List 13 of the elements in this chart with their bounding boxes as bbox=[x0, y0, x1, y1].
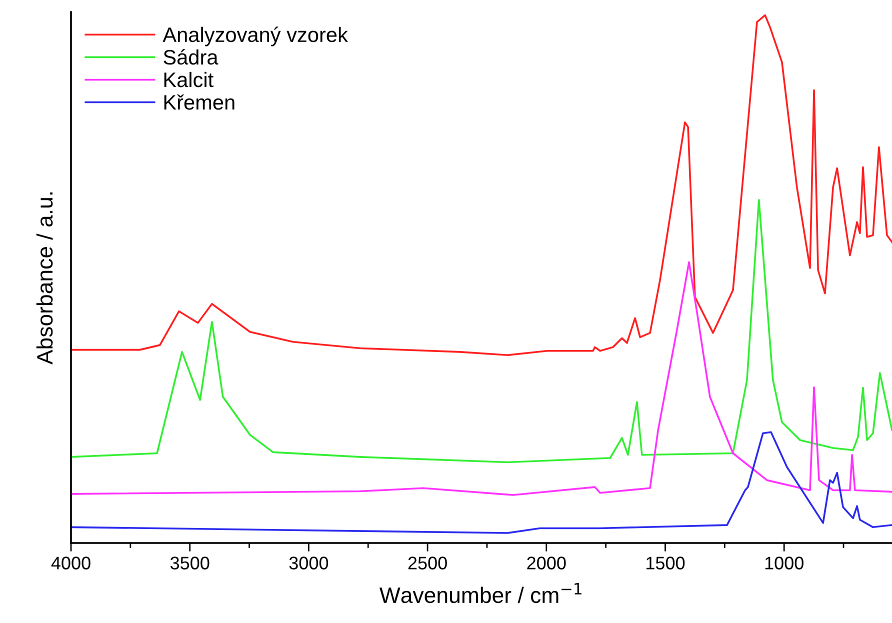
x-tick-label: 2000 bbox=[527, 556, 566, 570]
legend-label: Křemen bbox=[164, 94, 234, 110]
legend-label: Analyzovaný vzorek bbox=[162, 26, 348, 46]
x-tick-label: 4000 bbox=[51, 556, 90, 570]
x-axis-title: Wavenumber / cm$^{−1}$ bbox=[379, 583, 582, 604]
x-tick-label: 3500 bbox=[170, 556, 210, 570]
y-axis-title: Absorbance / a.u. bbox=[36, 192, 53, 365]
legend-label: Sádra bbox=[164, 49, 218, 65]
x-tick-label: 3000 bbox=[289, 556, 328, 570]
x-tick-label: 2500 bbox=[408, 556, 447, 570]
legend-label: Kalcit bbox=[164, 72, 214, 88]
x-tick-label: 1000 bbox=[765, 556, 804, 570]
x-tick-label: 1500 bbox=[646, 556, 685, 570]
